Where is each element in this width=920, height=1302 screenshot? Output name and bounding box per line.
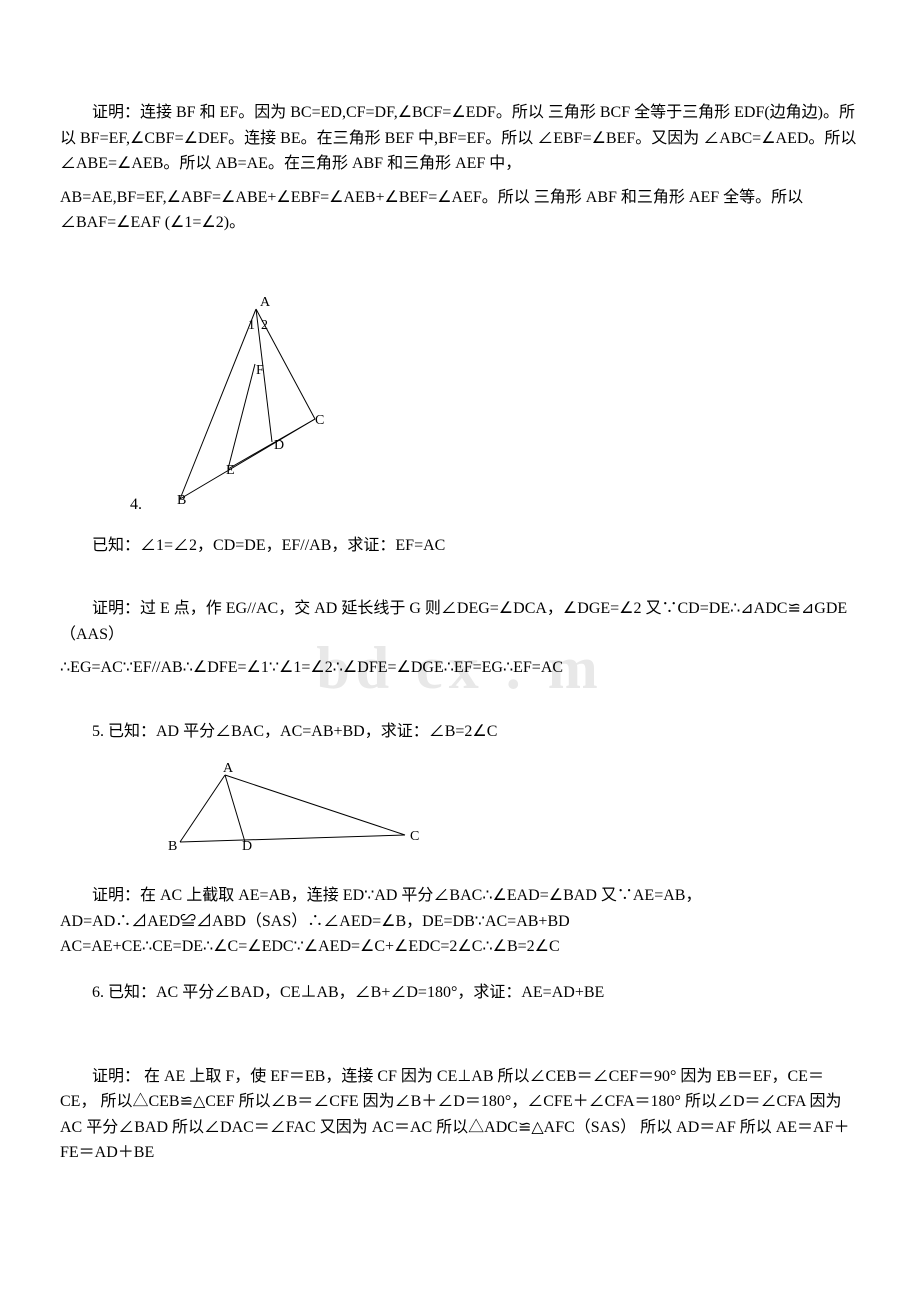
problem5-diagram: A B D C	[160, 760, 440, 860]
problem6-given-para: 6. 已知：AC 平分∠BAD，CE⊥AB，∠B+∠D=180°，求证：AE=A…	[60, 980, 860, 1006]
problem6-proof-para: 证明： 在 AE 上取 F，使 EF＝EB，连接 CF 因为 CE⊥AB 所以∠…	[60, 1064, 860, 1166]
problem6-given-text: 6. 已知：AC 平分∠BAD，CE⊥AB，∠B+∠D=180°，求证：AE=A…	[92, 984, 604, 1001]
problem5-given-text: 5. 已知：AD 平分∠BAC，AC=AB+BD，求证：∠B=2∠C	[92, 723, 497, 740]
svg-text:F: F	[256, 363, 264, 378]
svg-text:1: 1	[248, 318, 255, 333]
problem4-proof-para1: 证明：过 E 点，作 EG//AC，交 AD 延长线于 G 则∠DEG=∠DCA…	[60, 596, 860, 647]
svg-text:D: D	[274, 438, 284, 453]
svg-text:C: C	[315, 413, 324, 428]
problem4-given-para: 已知：∠1=∠2，CD=DE，EF//AB，求证：EF=AC	[60, 533, 860, 559]
problem5-proof-text: 证明：在 AC 上截取 AE=AB，连接 ED∵AD 平分∠BAC∴∠EAD=∠…	[60, 887, 701, 955]
svg-text:A: A	[223, 761, 234, 776]
svg-text:B: B	[168, 839, 177, 854]
problem4-proof-text1: 证明：过 E 点，作 EG//AC，交 AD 延长线于 G 则∠DEG=∠DCA…	[60, 600, 847, 643]
svg-text:C: C	[410, 829, 419, 844]
problem3-proof-text1: 证明：连接 BF 和 EF。因为 BC=ED,CF=DF,∠BCF=∠EDF。所…	[60, 104, 856, 172]
problem5-given-para: 5. 已知：AD 平分∠BAC，AC=AB+BD，求证：∠B=2∠C	[60, 719, 860, 745]
svg-text:D: D	[242, 839, 252, 854]
problem3-proof-para1: 证明：连接 BF 和 EF。因为 BC=ED,CF=DF,∠BCF=∠EDF。所…	[60, 100, 860, 177]
problem4-proof-para2: bd cx . m ∴EG=AC∵EF//AB∴∠DFE=∠1∵∠1=∠2∴∠D…	[60, 655, 860, 681]
problem4-number: 4.	[130, 492, 142, 518]
problem4-proof-text2: ∴EG=AC∵EF//AB∴∠DFE=∠1∵∠1=∠2∴∠DFE=∠DGE∴EF…	[60, 659, 563, 676]
problem6-proof-text: 证明： 在 AE 上取 F，使 EF＝EB，连接 CF 因为 CE⊥AB 所以∠…	[60, 1068, 850, 1162]
problem5-diagram-container: A B D C	[160, 760, 860, 869]
problem3-proof-text2: AB=AE,BF=EF,∠ABF=∠ABE+∠EBF=∠AEB+∠BEF=∠AE…	[60, 189, 803, 232]
problem4-diagram-container: A12FCDEB 4.	[160, 294, 860, 523]
svg-text:B: B	[177, 493, 186, 508]
problem5-proof-para: 证明：在 AC 上截取 AE=AB，连接 ED∵AD 平分∠BAC∴∠EAD=∠…	[60, 883, 860, 960]
problem3-proof-para2: AB=AE,BF=EF,∠ABF=∠ABE+∠EBF=∠AEB+∠BEF=∠AE…	[60, 185, 860, 236]
problem4-given-text: 已知：∠1=∠2，CD=DE，EF//AB，求证：EF=AC	[92, 537, 445, 554]
problem4-diagram: A12 F C D E B	[160, 294, 360, 514]
svg-text:2: 2	[261, 318, 268, 333]
svg-text:A: A	[260, 295, 271, 310]
svg-text:E: E	[226, 463, 235, 478]
